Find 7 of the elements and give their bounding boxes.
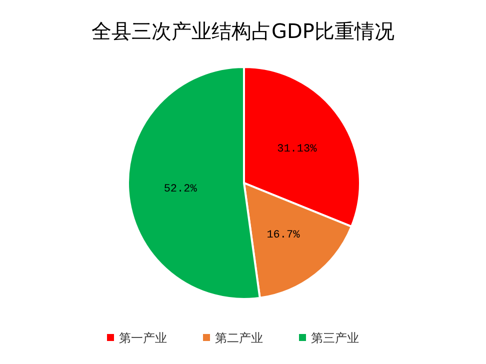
data-label: 16.7% xyxy=(266,229,300,242)
data-label: 52.2% xyxy=(164,183,198,196)
legend-label: 第二产业 xyxy=(215,331,263,345)
chart-title: 全县三次产业结构占GDP比重情况 xyxy=(92,19,394,43)
legend-label: 第三产业 xyxy=(311,331,359,345)
data-label: 31.13% xyxy=(277,143,318,156)
legend-label: 第一产业 xyxy=(119,331,167,345)
